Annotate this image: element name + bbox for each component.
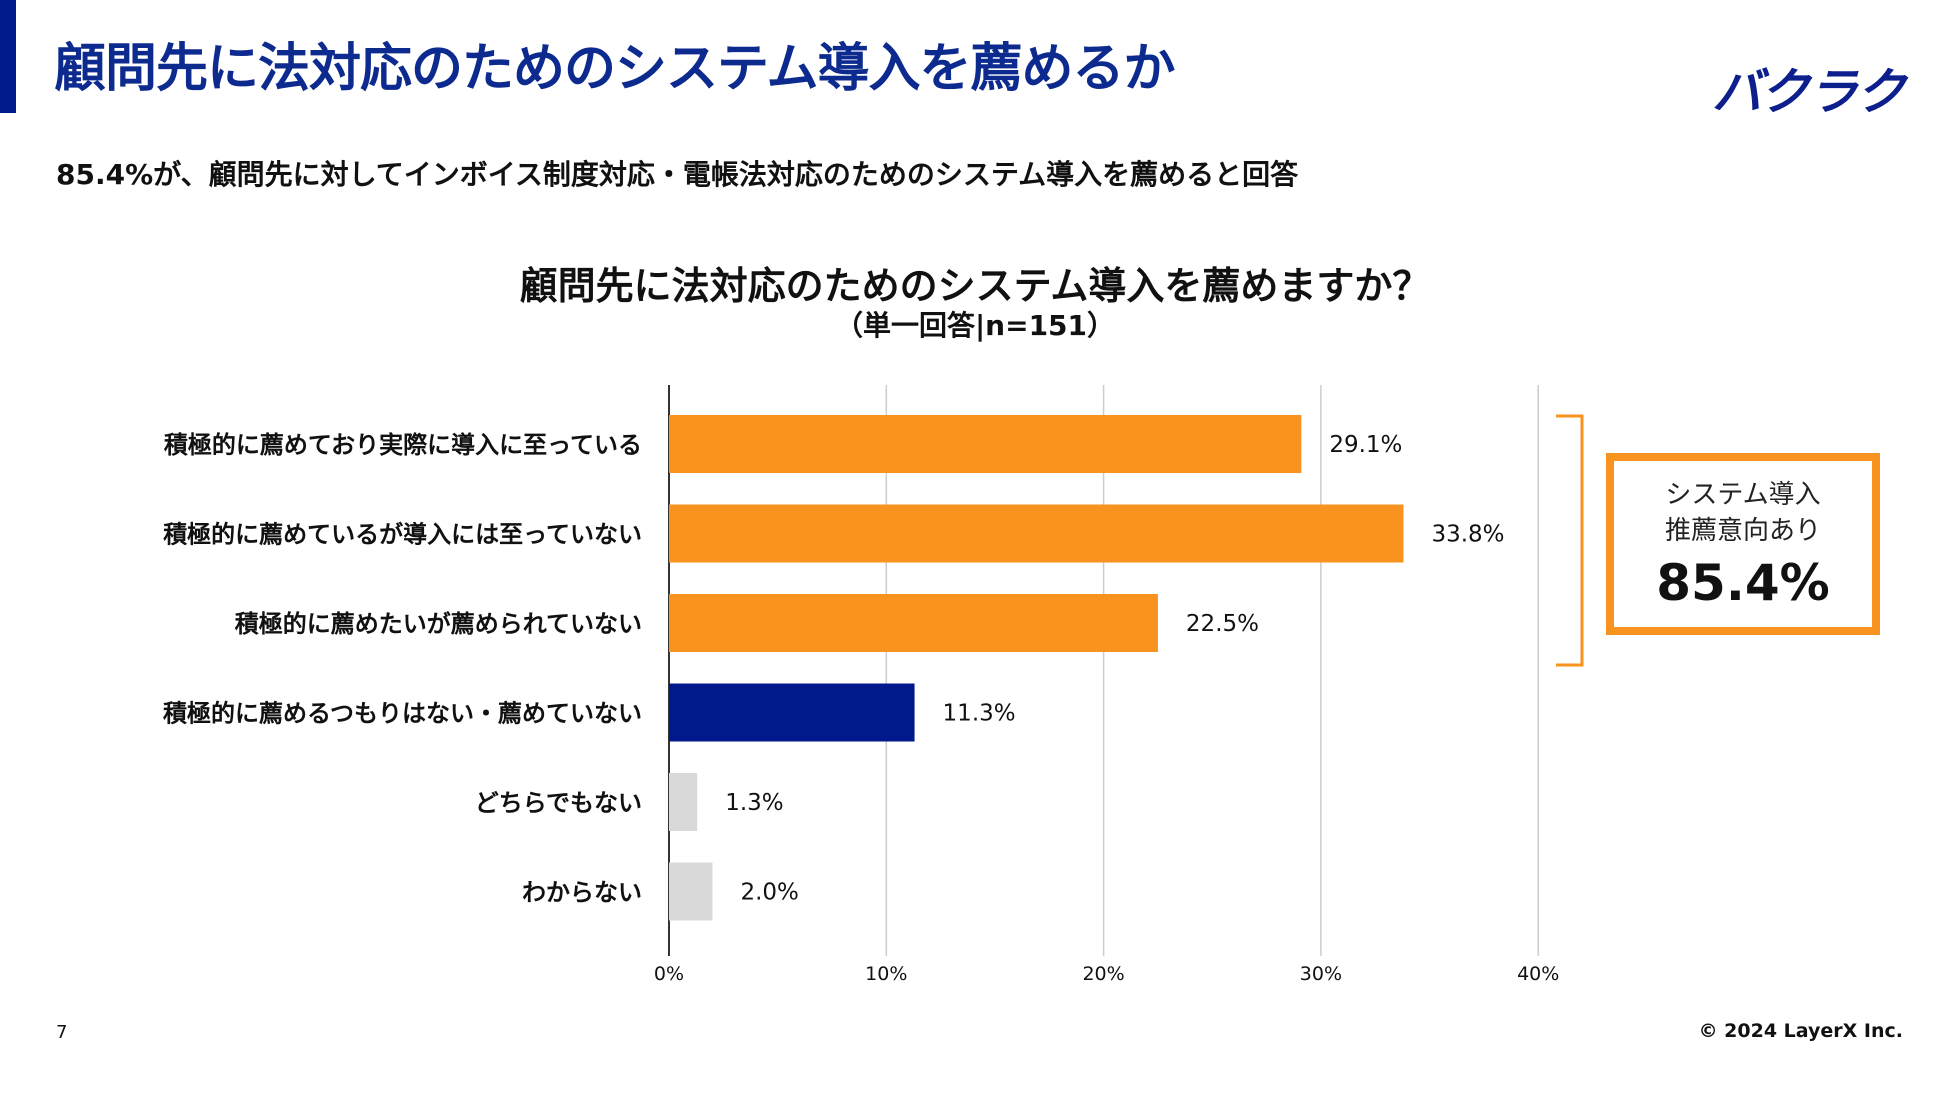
- bar-5: [669, 773, 698, 831]
- title-accent-bar: [0, 0, 16, 113]
- bar-4: [669, 683, 915, 742]
- x-tick-label-40: 40%: [1517, 963, 1559, 985]
- grid-layer: [668, 385, 1539, 956]
- value-label-5: 1.3%: [725, 790, 783, 816]
- value-label-2: 33.8%: [1431, 522, 1504, 548]
- copyright: © 2024 LayerX Inc.: [1698, 1020, 1903, 1042]
- summary-value: 85.4%: [1656, 554, 1830, 612]
- slide-subtitle: 85.4%が、顧問先に対してインボイス制度対応・電帳法対応のためのシステム導入を…: [56, 158, 1299, 191]
- page-title: 顧問先に法対応のためのシステム導入を薦めるか: [54, 39, 1175, 99]
- category-label-3: 積極的に薦めたいが薦められていない: [235, 610, 642, 638]
- bar-1: [669, 415, 1302, 473]
- category-label-6: わからない: [522, 879, 642, 907]
- label-layer: 0% 10% 20% 30% 40% 29.1% 積極的に薦めており実際に導入に至っている 3…: [163, 431, 1559, 985]
- value-label-3: 22.5%: [1186, 611, 1259, 637]
- chart-title: 顧問先に法対応のためのシステム導入を薦めますか？: [519, 264, 1431, 308]
- bar-6: [669, 862, 713, 921]
- bar-layer: [669, 415, 1404, 921]
- summary-bracket: [1556, 414, 1584, 667]
- page-number: 7: [56, 1022, 68, 1043]
- bar-3: [669, 594, 1158, 652]
- x-tick-label-0: 0%: [654, 963, 684, 985]
- value-label-6: 2.0%: [740, 880, 798, 906]
- bar-2: [669, 504, 1404, 563]
- summary-box: システム導入 推薦意向あり 85.4%: [1606, 453, 1880, 635]
- value-label-1: 29.1%: [1329, 432, 1402, 458]
- value-label-4: 11.3%: [943, 701, 1016, 727]
- x-tick-label-20: 20%: [1082, 963, 1124, 985]
- x-tick-label-10: 10%: [865, 963, 907, 985]
- category-label-5: どちらでもない: [475, 789, 642, 817]
- x-tick-label-30: 30%: [1300, 963, 1342, 985]
- category-label-1: 積極的に薦めており実際に導入に至っている: [164, 431, 642, 459]
- category-label-2: 積極的に薦めているが導入には至っていない: [163, 521, 642, 549]
- chart-subtitle: （単一回答|n=151）: [834, 309, 1116, 342]
- summary-line-2: 推薦意向あり: [1664, 516, 1821, 546]
- bakuraku-logo: バクラク: [1712, 63, 1906, 121]
- summary-line-1: システム導入: [1665, 480, 1821, 510]
- category-label-4: 積極的に薦めるつもりはない・薦めていない: [163, 700, 642, 728]
